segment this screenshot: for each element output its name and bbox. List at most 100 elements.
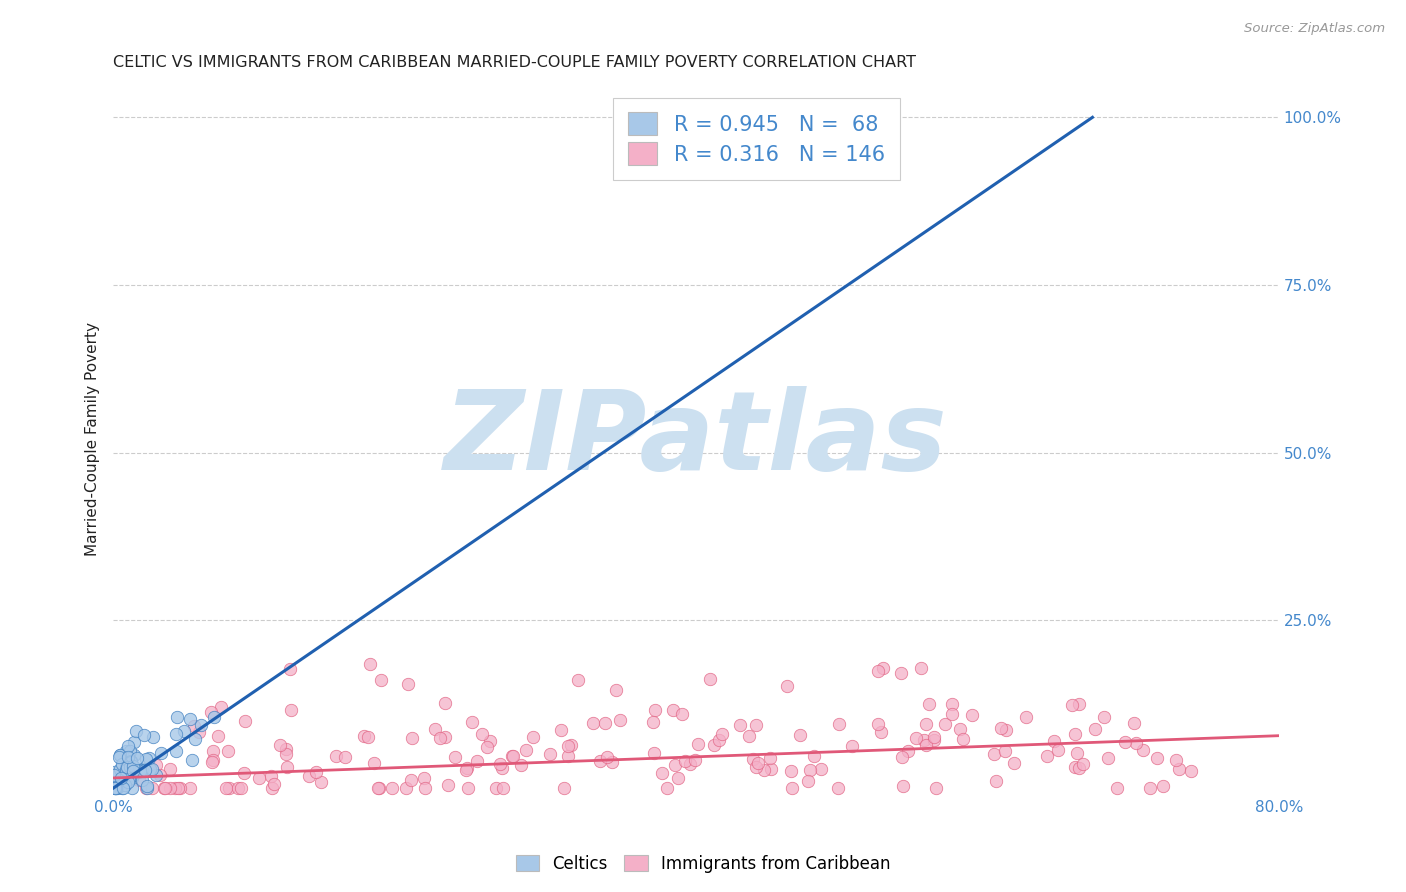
Point [145,758,167,772]
Legend: Celtics, Immigrants from Caribbean: Celtics, Immigrants from Caribbean [509,848,897,880]
Point [560,739,582,753]
Point [609,713,631,727]
Point [941,706,963,721]
Point [201,756,224,770]
Point [429,731,451,746]
Point [915,738,938,752]
Point [276,760,298,774]
Point [141,780,163,795]
Point [188,725,211,739]
Point [650,766,672,780]
Point [169,780,191,795]
Point [104,780,127,795]
Point [104,780,127,795]
Point [492,780,515,795]
Point [153,780,176,795]
Point [949,722,972,736]
Point [114,778,136,792]
Point [593,716,616,731]
Point [423,722,446,736]
Point [269,739,291,753]
Point [134,764,156,778]
Point [728,718,751,732]
Point [232,766,254,780]
Point [897,744,920,758]
Point [962,707,984,722]
Point [135,752,157,766]
Point [582,716,605,731]
Point [122,764,145,778]
Point [1132,743,1154,757]
Point [477,740,499,755]
Point [111,757,134,772]
Point [738,729,761,743]
Point [589,754,612,768]
Point [131,772,153,787]
Point [259,769,281,783]
Point [122,759,145,773]
Point [150,746,173,760]
Point [1067,697,1090,711]
Point [1125,736,1147,750]
Point [104,780,127,795]
Point [190,718,212,732]
Point [699,672,721,686]
Point [866,664,889,678]
Point [218,780,240,795]
Point [135,779,157,793]
Point [112,772,135,786]
Point [827,717,849,731]
Point [165,780,187,795]
Point [914,717,936,731]
Point [1180,764,1202,779]
Point [891,750,914,764]
Point [703,738,725,752]
Point [115,744,138,758]
Point [1164,753,1187,767]
Point [260,780,283,795]
Point [1146,751,1168,765]
Point [1047,743,1070,757]
Point [142,730,165,744]
Point [1071,756,1094,771]
Point [600,755,623,769]
Point [510,758,533,772]
Point [502,748,524,763]
Point [280,703,302,717]
Point [1064,760,1087,774]
Point [309,775,332,789]
Point [841,739,863,754]
Point [120,755,142,769]
Point [202,753,225,767]
Point [183,719,205,733]
Point [515,742,537,756]
Point [759,762,782,776]
Y-axis label: Married-Couple Family Poverty: Married-Couple Family Poverty [86,322,100,557]
Point [117,760,139,774]
Point [105,780,128,795]
Text: ZIPatlas: ZIPatlas [444,385,948,492]
Point [114,763,136,777]
Point [437,778,460,792]
Point [111,780,134,795]
Point [120,754,142,768]
Point [995,723,1018,737]
Point [522,730,544,744]
Point [1084,722,1107,736]
Point [128,773,150,788]
Point [305,765,328,780]
Point [110,762,132,776]
Point [1092,710,1115,724]
Point [434,730,457,744]
Point [274,747,297,762]
Point [747,756,769,771]
Point [666,771,689,785]
Point [179,780,201,795]
Point [209,700,232,714]
Point [118,760,141,774]
Text: Source: ZipAtlas.com: Source: ZipAtlas.com [1244,22,1385,36]
Point [112,780,135,795]
Point [918,698,941,712]
Point [108,748,131,763]
Point [925,780,948,795]
